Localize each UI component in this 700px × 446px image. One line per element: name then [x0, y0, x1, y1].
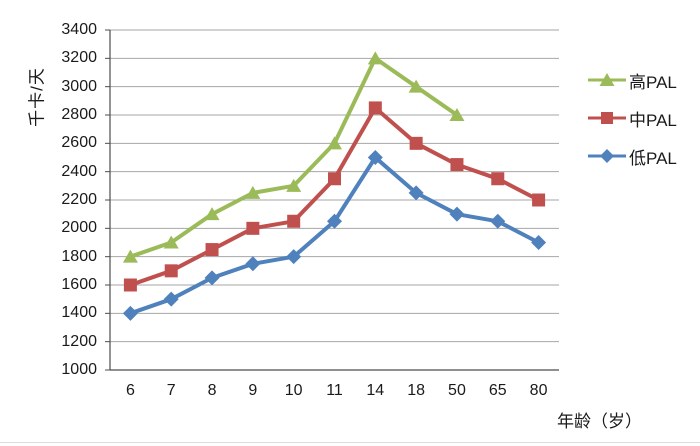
series-0-triangle-marker — [367, 51, 383, 65]
series-0-triangle-marker — [204, 207, 220, 221]
x-axis-title: 年龄（岁） — [557, 412, 642, 431]
legend-item-mid-pal: 中PAL — [588, 106, 677, 130]
y-tick-label: 1400 — [61, 304, 97, 322]
legend-marker-mid-pal — [588, 112, 626, 124]
series-1-square-marker — [409, 136, 423, 150]
series-1-square-marker — [368, 101, 382, 115]
legend-label-mid-pal: 中PAL — [629, 110, 677, 130]
x-tick-label: 80 — [529, 382, 548, 399]
y-tick-label: 2400 — [61, 162, 97, 180]
series-0-triangle-marker — [245, 185, 261, 199]
series-0-triangle-marker — [286, 178, 302, 192]
series-1-square-marker — [164, 264, 178, 278]
series-2-diamond-marker — [367, 150, 383, 165]
x-tick-label: 10 — [284, 382, 303, 399]
series-1-square-marker — [205, 243, 219, 257]
x-tick-label: 14 — [366, 382, 385, 399]
series-0-triangle-marker — [449, 108, 465, 121]
y-tick-label: 2200 — [61, 191, 97, 208]
square-marker-icon — [601, 112, 613, 124]
series-0-triangle-marker — [327, 136, 342, 150]
series-line-1 — [128, 105, 541, 287]
series-2-diamond-marker — [327, 213, 342, 229]
series-2-diamond-marker — [122, 305, 138, 321]
x-tick-label: 8 — [207, 382, 217, 399]
series-0-triangle-marker — [122, 249, 138, 263]
series-2-diamond-marker — [286, 249, 302, 265]
series-0-triangle-marker — [163, 235, 179, 249]
series-2-diamond-marker — [204, 270, 220, 286]
x-tick-label: 50 — [448, 382, 466, 399]
y-tick-label: 1000 — [61, 361, 97, 378]
legend-item-high-pal: 高PAL — [588, 68, 677, 92]
legend-label-high-pal: 高PAL — [629, 72, 677, 92]
y-tick-label: 3000 — [61, 77, 97, 95]
legend-item-low-pal: 低PAL — [588, 144, 677, 168]
diamond-marker-icon — [600, 149, 614, 163]
series-1-square-marker — [450, 158, 464, 172]
series-2-diamond-marker — [531, 235, 547, 250]
series-2-diamond-marker — [408, 185, 424, 201]
x-tick-label: 65 — [488, 382, 507, 399]
series-0-triangle-marker — [408, 79, 424, 93]
y-tick-label: 2000 — [61, 219, 97, 237]
series-1-square-marker — [123, 278, 137, 292]
x-tick-label: 11 — [326, 382, 343, 399]
y-tick-label: 1800 — [61, 247, 97, 265]
series-2-diamond-marker — [490, 213, 506, 229]
legend: 高PAL 中PAL 低PAL — [588, 68, 677, 168]
y-tick-label: 2600 — [61, 134, 97, 152]
series-2-diamond-marker — [163, 291, 179, 307]
y-axis-title: 千卡/天 — [27, 67, 47, 127]
series-1-square-marker — [246, 221, 260, 235]
series-2-diamond-marker — [245, 256, 261, 272]
series-1-square-marker — [328, 172, 341, 186]
y-tick-label: 1600 — [61, 276, 97, 293]
bottom-border — [0, 442, 700, 443]
series-1-square-marker — [491, 172, 505, 186]
x-tick-label: 18 — [407, 382, 426, 399]
y-tick-label: 3400 — [61, 21, 97, 38]
legend-marker-high-pal — [588, 73, 626, 86]
x-tick-label: 6 — [125, 382, 135, 399]
y-tick-label: 2800 — [61, 106, 97, 123]
series-1-square-marker — [287, 214, 301, 228]
series-2-diamond-marker — [449, 206, 465, 222]
series-1-square-marker — [532, 193, 546, 207]
y-tick-label: 1200 — [61, 332, 97, 350]
x-tick-label: 7 — [166, 382, 176, 399]
legend-label-low-pal: 低PAL — [629, 148, 677, 168]
triangle-marker-icon — [599, 73, 615, 86]
legend-marker-low-pal — [588, 149, 626, 163]
y-tick-label: 3200 — [61, 49, 97, 67]
x-tick-label: 9 — [248, 382, 258, 399]
